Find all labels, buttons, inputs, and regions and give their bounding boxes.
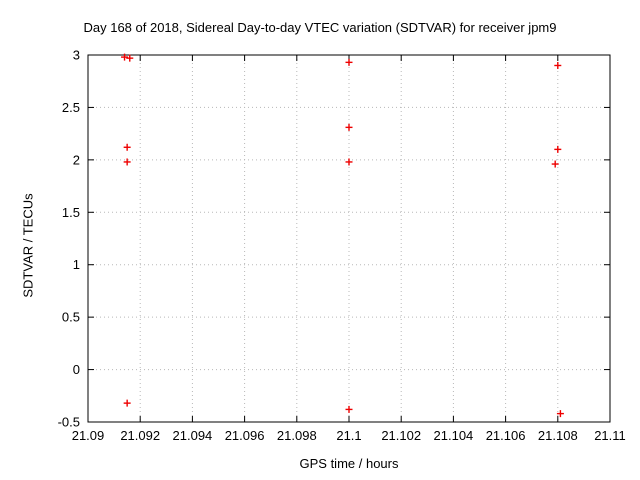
y-tick-label: -0.5 — [58, 415, 80, 430]
y-tick-label: 2.5 — [62, 100, 80, 115]
y-tick-label: 1 — [73, 257, 80, 272]
x-tick-label: 21.094 — [173, 428, 213, 443]
x-tick-label: 21.096 — [225, 428, 265, 443]
x-tick-label: 21.09 — [72, 428, 105, 443]
x-tick-label: 21.108 — [538, 428, 578, 443]
x-tick-label: 21.102 — [381, 428, 421, 443]
x-tick-label: 21.104 — [434, 428, 474, 443]
x-tick-label: 21.098 — [277, 428, 317, 443]
y-tick-label: 0.5 — [62, 310, 80, 325]
x-tick-label: 21.1 — [336, 428, 361, 443]
x-axis-label: GPS time / hours — [299, 456, 399, 471]
chart-title: Day 168 of 2018, Sidereal Day-to-day VTE… — [83, 20, 557, 35]
y-tick-label: 1.5 — [62, 205, 80, 220]
x-tick-label: 21.106 — [486, 428, 526, 443]
x-tick-label: 21.11 — [594, 428, 626, 443]
plot-frame — [87, 54, 611, 423]
x-tick-label: 21.092 — [120, 428, 160, 443]
y-tick-label: 0 — [73, 362, 80, 377]
y-tick-label: 3 — [73, 48, 80, 63]
y-tick-label: 2 — [73, 152, 80, 167]
